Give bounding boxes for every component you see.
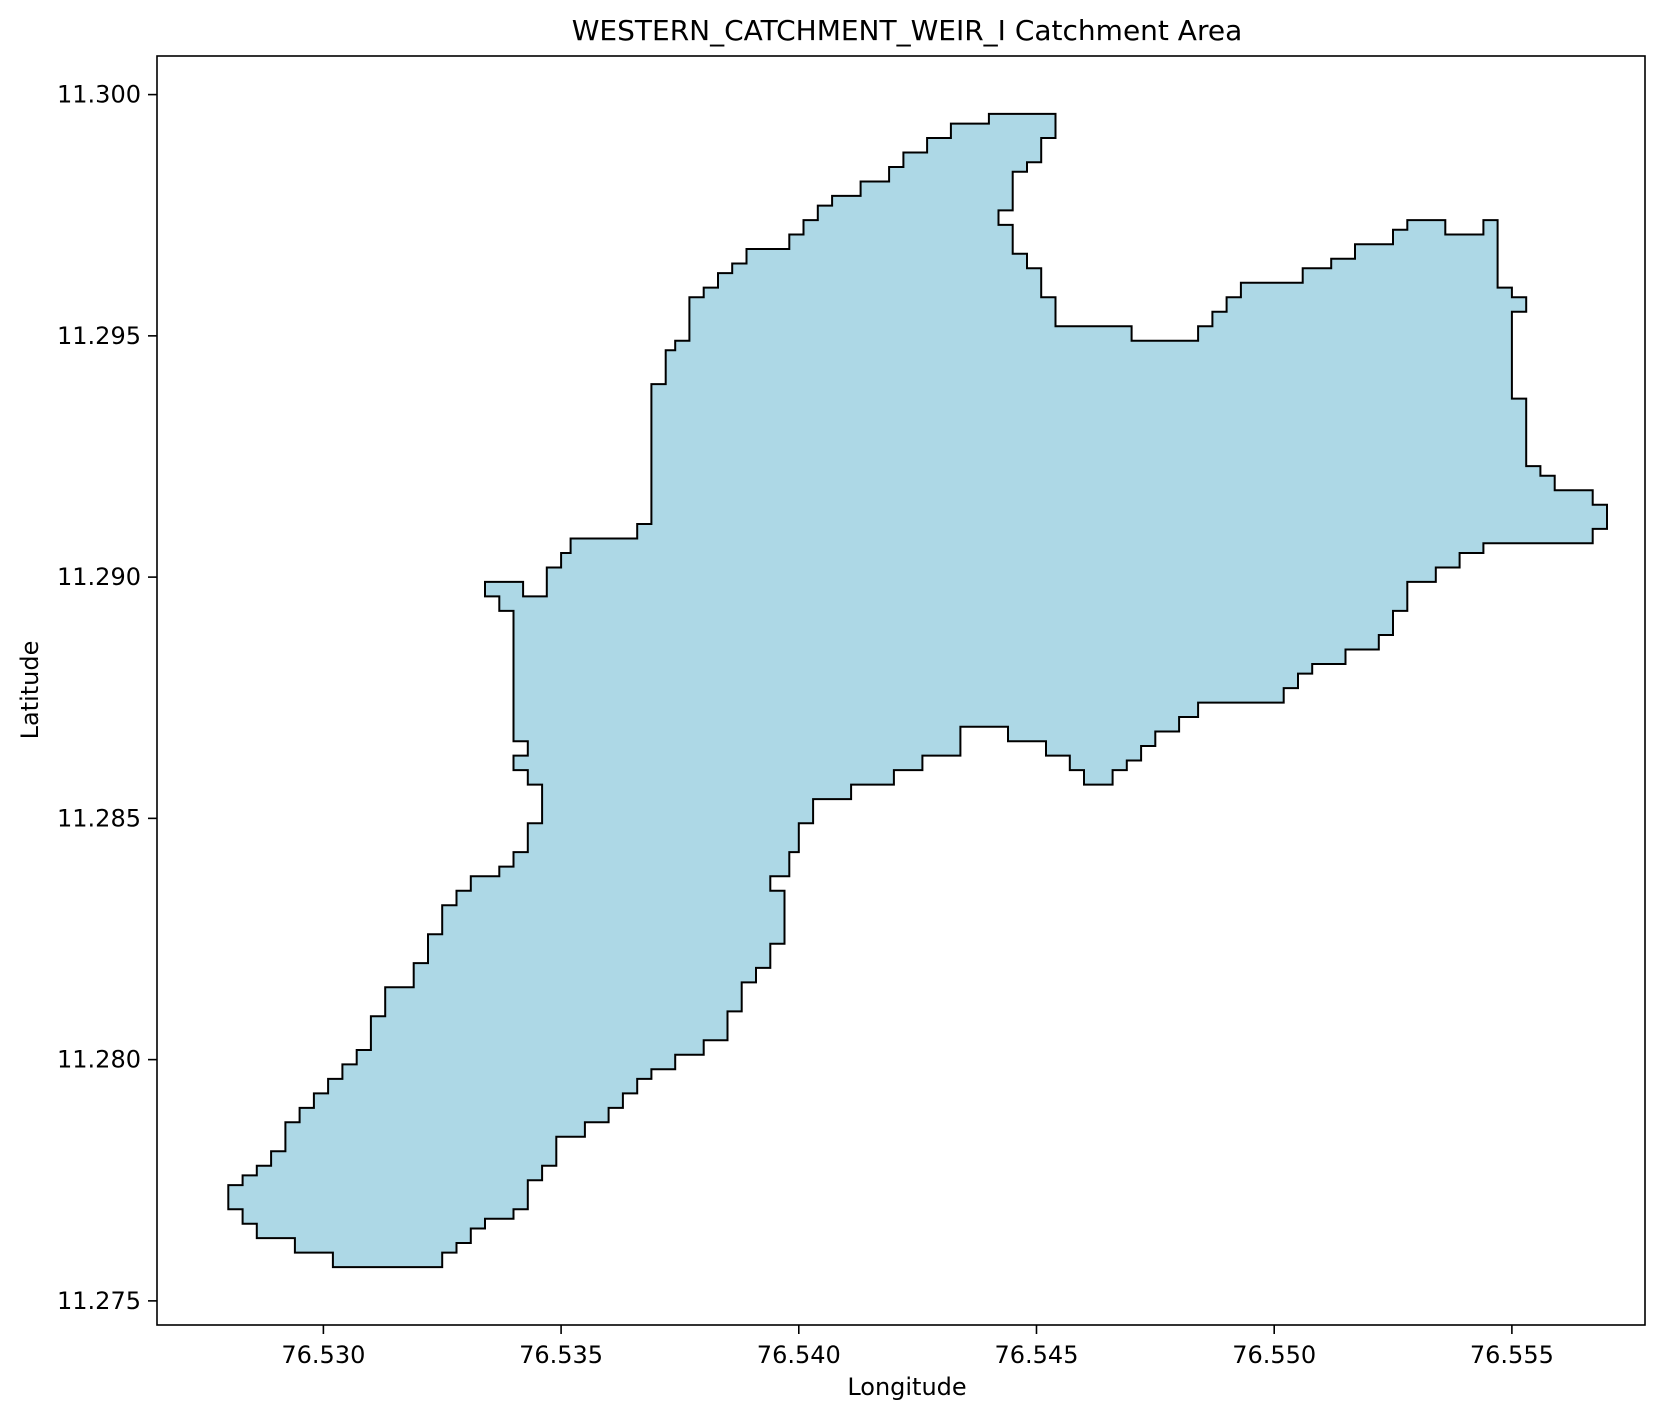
chart-title: WESTERN_CATCHMENT_WEIR_I Catchment Area [572,14,1242,47]
y-tick-label: 11.275 [57,1287,141,1315]
x-tick-label: 76.545 [994,1341,1078,1369]
x-axis-label: Longitude [847,1373,966,1401]
x-tick-label: 76.535 [519,1341,603,1369]
y-tick-label: 11.285 [57,804,141,832]
y-axis: 11.275 11.280 11.285 11.290 11.295 11.300 [57,81,157,1315]
y-tick-label: 11.295 [57,322,141,350]
plot-frame [156,55,1646,1326]
y-axis-label: Latitude [16,641,44,740]
x-axis: 76.530 76.535 76.540 76.545 76.550 76.555 [281,1325,1554,1369]
y-tick-label: 11.280 [57,1046,141,1074]
x-tick-label: 76.530 [281,1341,365,1369]
x-tick-label: 76.550 [1232,1341,1316,1369]
y-tick-label: 11.290 [57,563,141,591]
plot-area [156,55,1646,1326]
x-tick-label: 76.540 [757,1341,841,1369]
y-tick-label: 11.300 [57,81,141,109]
catchment-polygon [227,112,1608,1269]
x-tick-label: 76.555 [1470,1341,1554,1369]
